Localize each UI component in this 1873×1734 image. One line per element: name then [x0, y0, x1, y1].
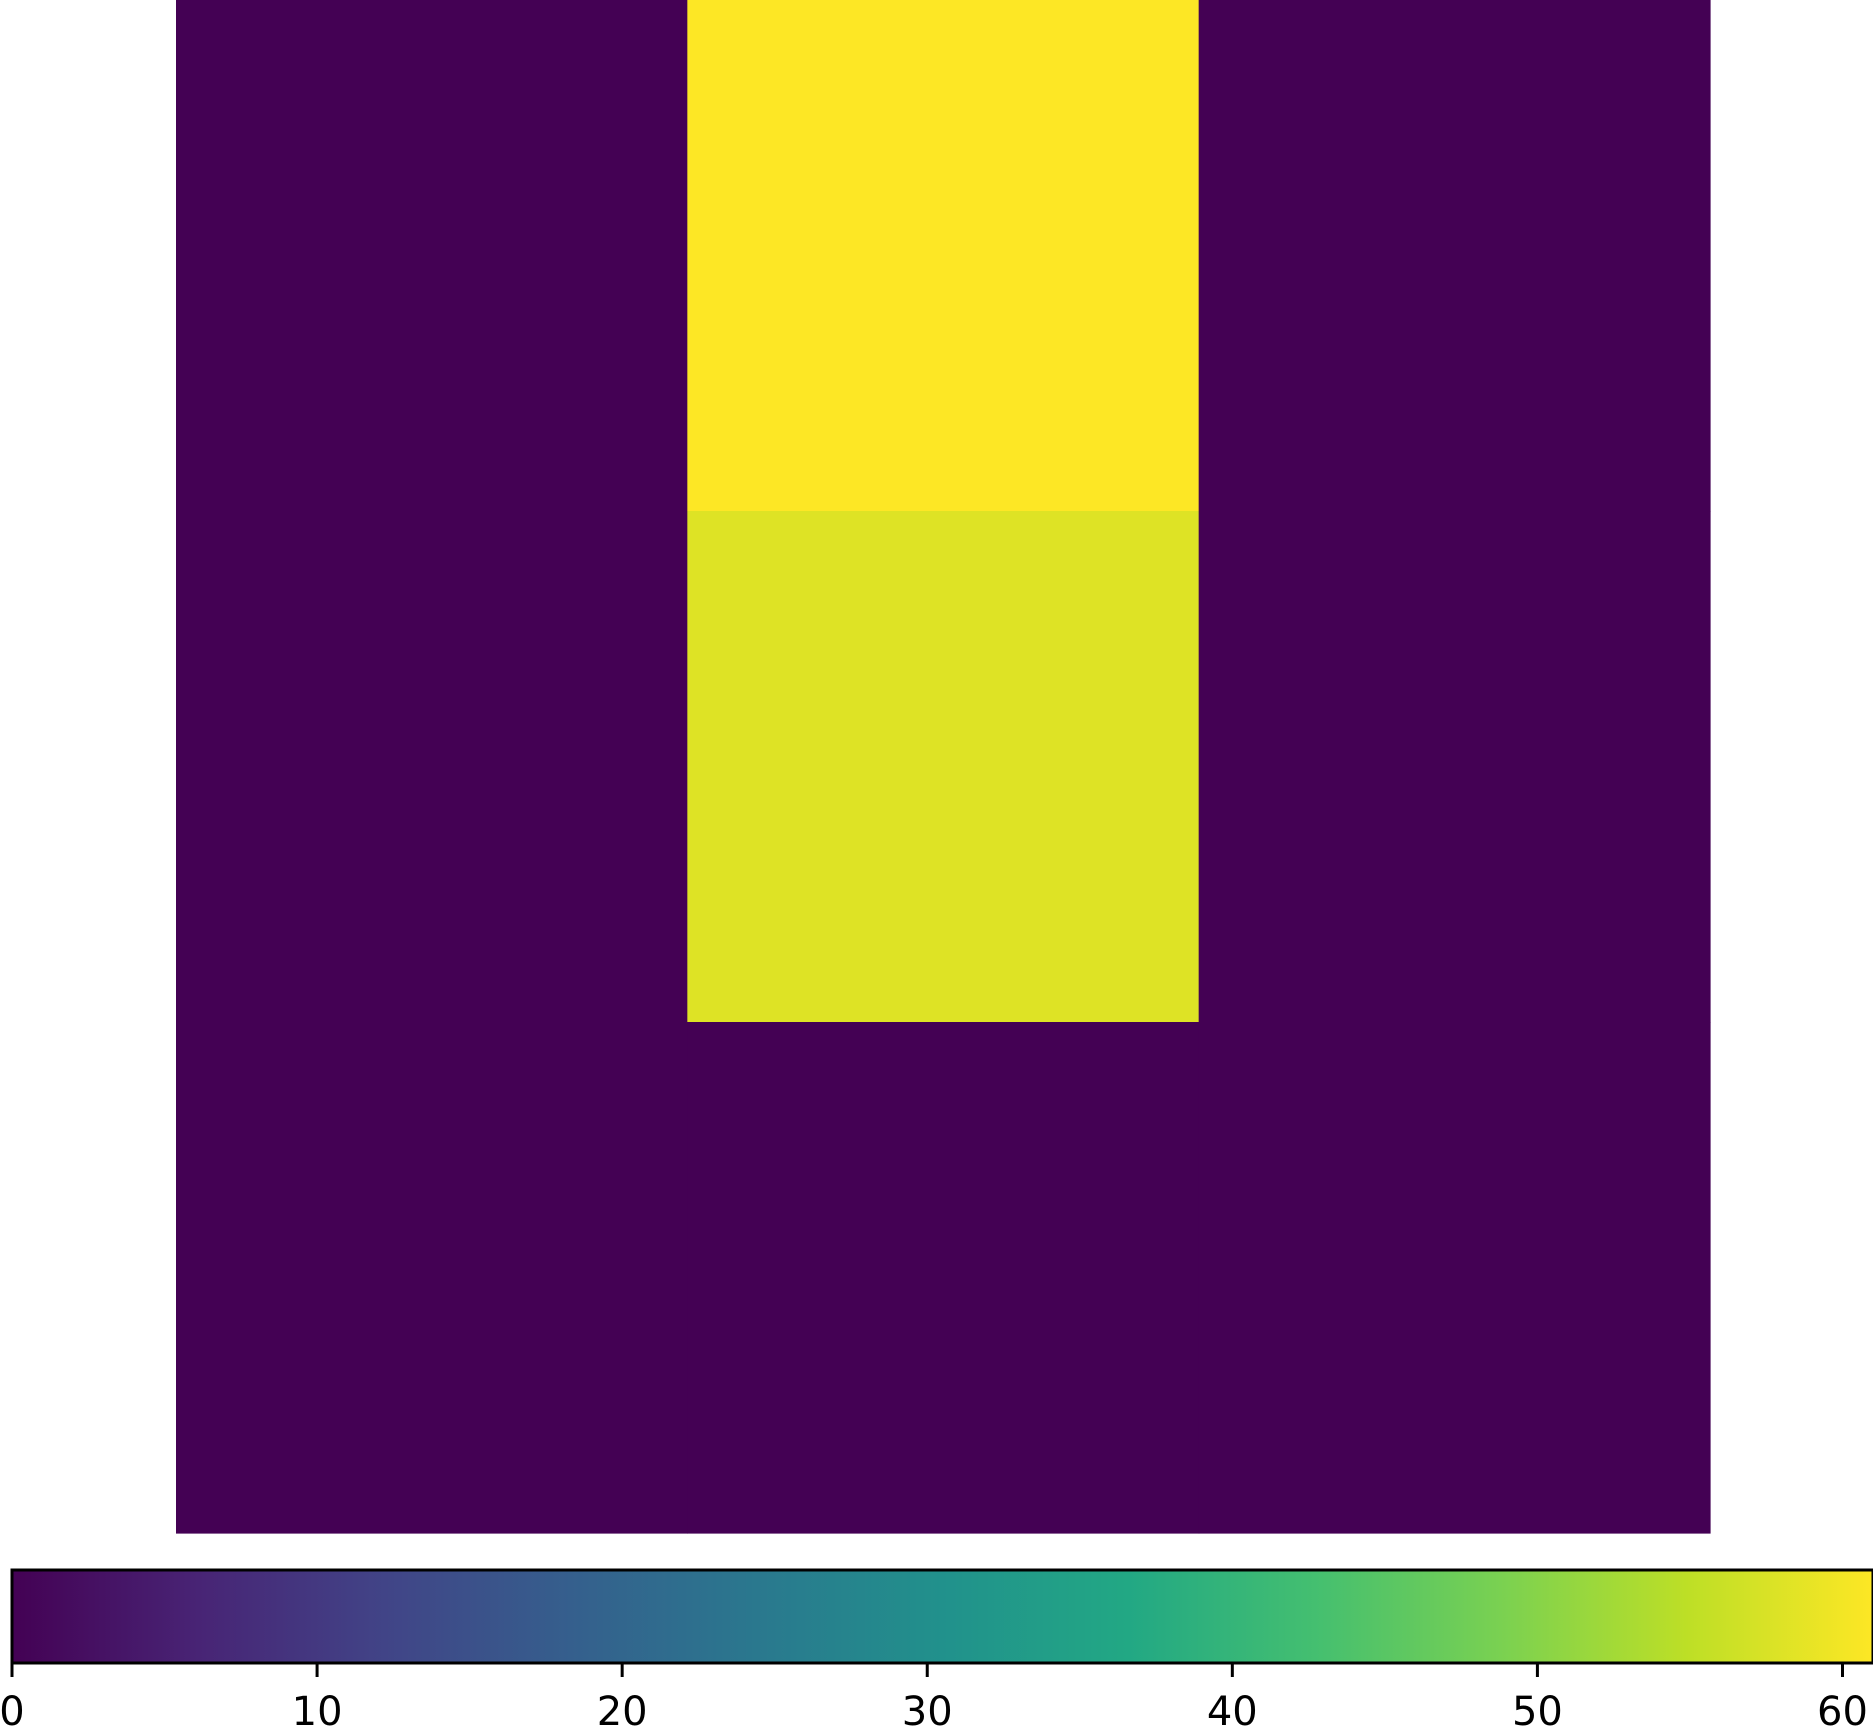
heatmap-cell-r1-c0	[176, 511, 688, 1023]
colorbar-tick-label-20: 20	[597, 1689, 648, 1734]
colorbar-ticks: 0 10 20 30 40 50 60	[0, 1663, 1868, 1734]
heatmap-cell-r0-c2	[1198, 0, 1711, 512]
heatmap-cell-r2-c1	[687, 1022, 1200, 1534]
colorbar-tick-label-50: 50	[1512, 1689, 1563, 1734]
heatmap-cell-r1-c2	[1198, 511, 1711, 1023]
colorbar-tick-label-60: 60	[1817, 1689, 1868, 1734]
heatmap-cell-r0-c1	[687, 0, 1200, 512]
colorbar-tick-label-30: 30	[902, 1689, 953, 1734]
heatmap-grid	[176, 0, 1711, 1534]
heatmap-cell-r0-c0	[176, 0, 688, 512]
heatmap-cell-r2-c0	[176, 1022, 688, 1534]
colorbar-tick-label-0: 0	[0, 1689, 25, 1734]
colorbar-gradient	[12, 1570, 1873, 1663]
heatmap-cell-r2-c2	[1198, 1022, 1711, 1534]
heatmap-cell-r1-c1	[687, 511, 1200, 1023]
colorbar-frame	[10, 1568, 1873, 1665]
colorbar-tick-label-10: 10	[292, 1689, 343, 1734]
colorbar-tick-label-40: 40	[1207, 1689, 1258, 1734]
colorbar: 0 10 20 30 40 50 60	[0, 1568, 1873, 1734]
